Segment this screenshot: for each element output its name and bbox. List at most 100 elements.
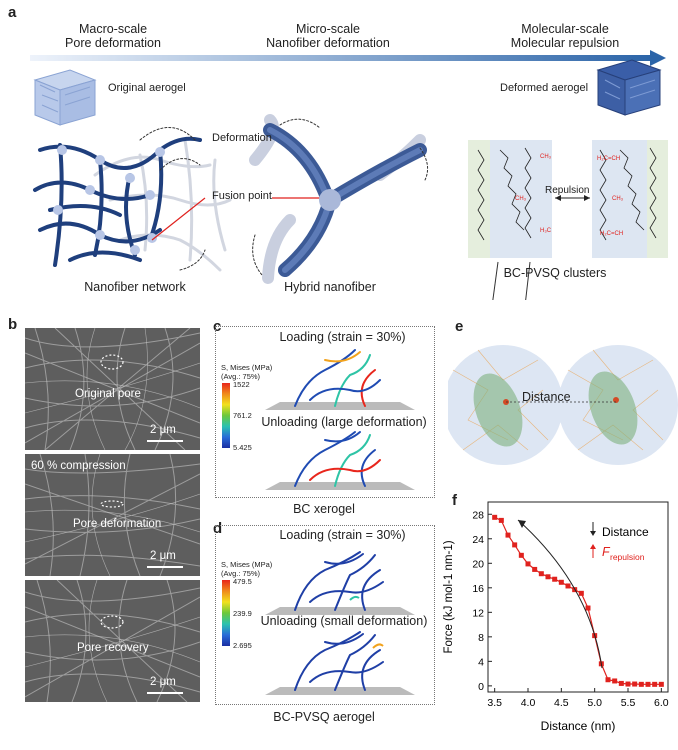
panel-d-colorbar	[222, 580, 230, 646]
panel-d-legend-mid: 239.9	[233, 609, 252, 618]
cluster-right-bg2	[592, 140, 647, 258]
molecular-structure-right	[599, 147, 657, 241]
panel-e-distance-label: Distance	[522, 390, 571, 404]
repulsion-arrow-left-head	[555, 195, 561, 201]
y-tick-label: 8	[478, 632, 484, 644]
scale-bar-text-3: 2 μm	[150, 676, 176, 688]
panel-label-f: f	[452, 492, 457, 509]
plate-c-top	[265, 402, 415, 410]
svg-text:CH₃: CH₃	[515, 196, 527, 202]
data-point	[518, 552, 524, 558]
panel-c-legend-max: 1522	[233, 380, 250, 389]
pore-ellipse-original	[100, 354, 124, 370]
x-axis-label: Distance (nm)	[541, 719, 616, 733]
sem-compression-note: 60 % compression	[31, 460, 126, 472]
scale-bar-1	[147, 440, 183, 442]
data-point	[652, 681, 658, 687]
svg-text:H₂C=CH: H₂C=CH	[597, 156, 620, 162]
panel-d-unloading: Unloading (small deformation)	[260, 614, 428, 628]
scale-arrow-head	[650, 50, 666, 66]
panel-c-colorbar	[222, 383, 230, 448]
panel-c-legend-min: 5.425	[233, 443, 252, 452]
data-point	[578, 590, 584, 596]
trend-arrow	[517, 519, 603, 669]
sem-fiber-texture	[25, 328, 200, 450]
x-tick-label: 3.5	[487, 697, 502, 709]
panel-c-frame	[215, 326, 435, 498]
data-point	[558, 579, 564, 585]
svg-text:CH₃: CH₃	[612, 196, 624, 202]
x-tick-label: 6.0	[654, 697, 669, 709]
data-point	[505, 532, 511, 538]
fusion-arrow-left	[151, 197, 206, 241]
panel-d-legend-min: 2.695	[233, 641, 252, 650]
sem-fiber-texture	[25, 580, 200, 702]
plate-c-bottom	[265, 482, 415, 490]
legend-distance-arrow-head	[590, 531, 596, 536]
scale-micro-title: Micro-scale	[296, 22, 360, 36]
sem-label-deformation: Pore deformation	[73, 518, 162, 530]
cluster-left-bg2	[490, 140, 552, 258]
data-point	[512, 542, 518, 548]
sem-image-deformation: 60 % compression Pore deformation 2 μm	[25, 454, 200, 576]
panel-c-legend-mid: 761.2	[233, 411, 252, 420]
hybrid-nanofiber-label: Hybrid nanofiber	[284, 280, 376, 294]
panel-d-legend-title-2: (Avg.: 75%)	[221, 569, 261, 578]
panel-c-unloading: Unloading (large deformation)	[261, 415, 427, 429]
scale-molecular-title: Molecular-scale	[521, 22, 609, 36]
scale-molecular-sub: Molecular repulsion	[510, 36, 620, 50]
data-point	[532, 566, 538, 572]
legend-force-subscript: repulsion	[610, 552, 645, 562]
panel-c-caption: BC xerogel	[293, 502, 355, 516]
panel-c-legend-title-2: (Avg.: 75%)	[221, 372, 261, 381]
sem-image-original: Original pore 2 μm	[25, 328, 200, 450]
data-point	[498, 517, 504, 523]
svg-text:H₂C=CH: H₂C=CH	[600, 231, 623, 237]
deformed-aerogel-label: Deformed aerogel	[500, 82, 589, 94]
y-tick-label: 12	[472, 607, 484, 619]
deformation-label: Deformation	[212, 132, 272, 144]
panel-c-fea-models	[265, 349, 415, 490]
y-tick-label: 0	[478, 681, 484, 693]
panel-e-md-snapshot	[448, 345, 678, 465]
x-tick-label: 5.0	[587, 697, 602, 709]
data-point	[605, 677, 611, 683]
panel-c-loading: Loading (strain = 30%)	[279, 330, 406, 344]
panel-d-legend-max: 479.5	[233, 577, 252, 586]
fusion-point-label: Fusion point	[212, 190, 272, 202]
data-point	[612, 678, 618, 684]
pore-ellipse-deformed	[100, 500, 124, 508]
nanofiber-network	[33, 127, 232, 272]
data-point	[525, 561, 531, 567]
y-tick-label: 16	[472, 583, 484, 595]
scale-bar-3	[147, 692, 183, 694]
scale-micro: Micro-scale Nanofiber deformation	[238, 22, 418, 50]
scale-molecular: Molecular-scale Molecular repulsion	[475, 22, 655, 50]
panel-label-b: b	[8, 316, 18, 333]
force-distance-chart: 0 4 8 12 16 20 24 28 3.5 4.0 4.5 5.0 5.5 6.0 Distanc…	[443, 501, 669, 733]
sem-label-recovery: Pore recovery	[77, 642, 149, 654]
com-marker-right	[613, 397, 619, 403]
panel-label-a: a	[8, 4, 17, 21]
data-point	[492, 514, 498, 520]
panel-a-graphics: CH₃ CH₃ H₃C H₂C=CH CH₃ H₂C=CH	[30, 50, 668, 300]
force-series-points	[492, 514, 664, 687]
legend-distance-text: Distance	[602, 525, 649, 539]
panel-c-legend-title-1: S, Mises (MPa)	[221, 363, 273, 372]
hybrid-nanofiber	[249, 114, 429, 284]
scale-arrow	[30, 55, 652, 61]
scale-macro: Macro-scale Pore deformation	[38, 22, 188, 50]
force-series-line	[494, 516, 662, 685]
legend-force-arrow-head	[590, 544, 596, 549]
panel-label-e: e	[455, 318, 464, 335]
y-tick-label: 4	[478, 656, 484, 668]
panel-d-loading: Loading (strain = 30%)	[279, 528, 406, 542]
data-point	[638, 681, 644, 687]
y-axis-label: Force (kJ mol-1 nm-1)	[443, 540, 455, 653]
sem-label-original: Original pore	[75, 388, 141, 400]
scale-micro-sub: Nanofiber deformation	[266, 36, 390, 50]
plate-d-top	[265, 607, 415, 615]
pore-ellipse-recovered	[100, 615, 124, 629]
y-tick-label: 28	[472, 509, 484, 521]
chart-frame	[487, 501, 669, 693]
